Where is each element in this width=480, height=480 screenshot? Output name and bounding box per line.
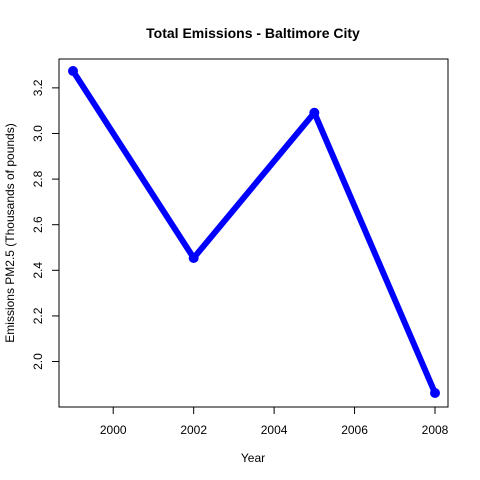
x-tick-label: 2006 [341,423,368,437]
plot-box [58,58,449,408]
series-line [70,68,438,396]
x-tick-label: 2004 [261,423,288,437]
y-axis: 2.0 2.2 2.4 2.6 2.8 3.0 3.2 [31,79,60,370]
x-axis-label: Year [241,451,265,465]
y-tick-label: 2.2 [31,307,45,324]
series-layer [68,66,440,398]
y-tick-label: 2.0 [31,353,45,370]
y-tick-label: 2.8 [31,170,45,187]
x-tick-label: 2000 [100,423,127,437]
x-tick-label: 2008 [422,423,449,437]
chart-title: Total Emissions - Baltimore City [146,25,360,41]
y-tick-label: 3.2 [31,79,45,96]
y-tick-label: 2.4 [31,262,45,279]
data-point [430,388,440,398]
y-tick-label: 3.0 [31,125,45,142]
data-point [188,252,199,263]
data-point [309,107,320,118]
x-tick-label: 2002 [180,423,207,437]
y-axis-label: Emissions PM2.5 (Thousands of pounds) [3,123,17,342]
y-tick-label: 2.6 [31,216,45,233]
data-point [68,66,78,76]
x-axis: 2000 2002 2004 2006 2008 [100,406,449,437]
